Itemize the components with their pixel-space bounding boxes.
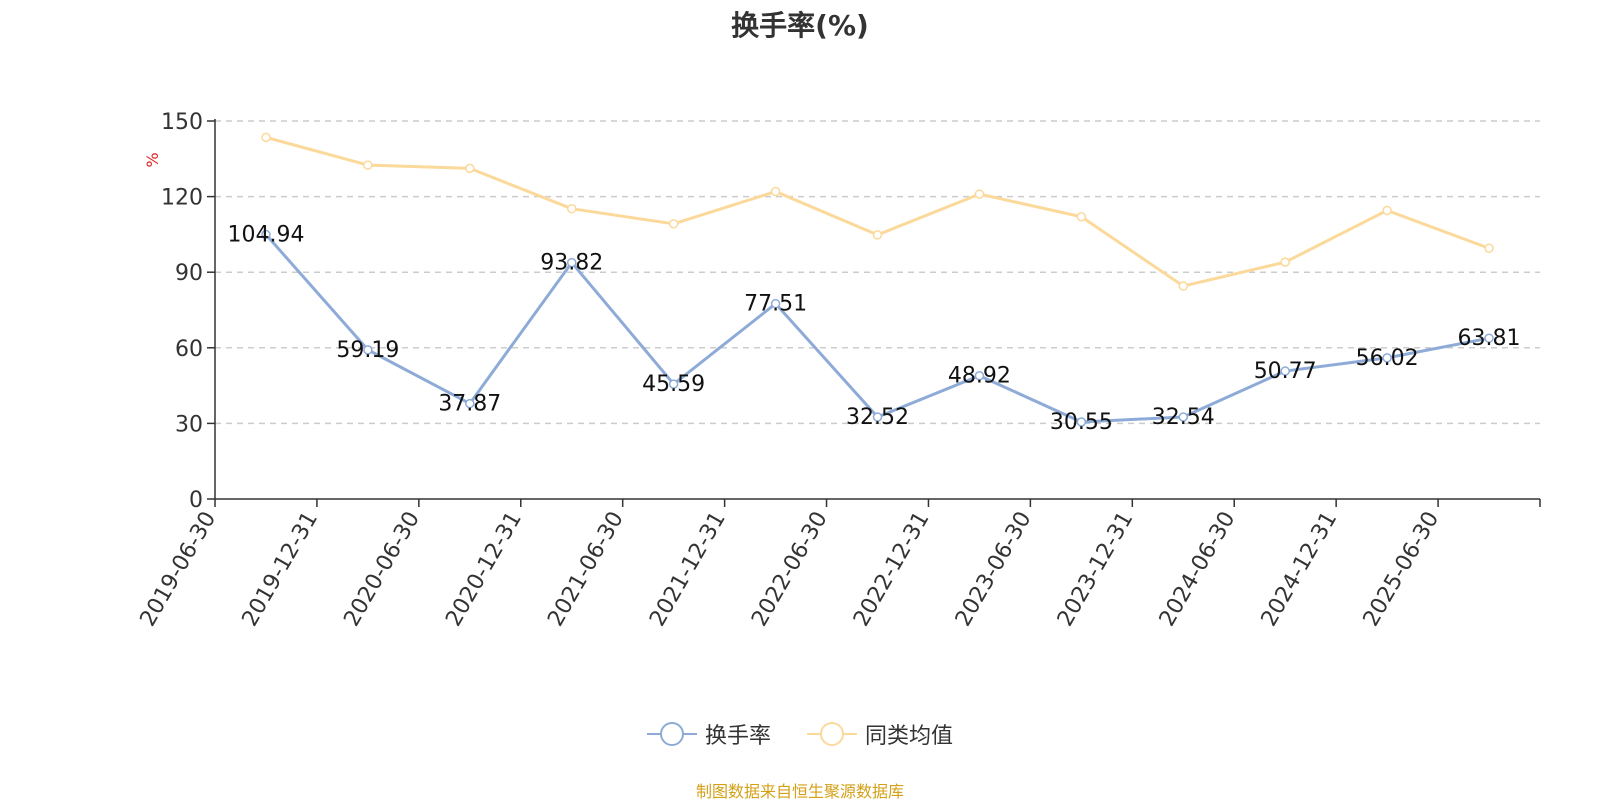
y-tick-label: 120: [161, 186, 203, 211]
data-label: 93.82: [540, 251, 603, 276]
data-point[interactable]: [1484, 243, 1494, 254]
data-point[interactable]: [363, 345, 373, 355]
x-tick-label: 2021-12-31: [645, 508, 731, 631]
y-tick-label: 60: [175, 337, 203, 362]
legend-item-turnover[interactable]: 换手率: [646, 718, 771, 750]
legend-label-turnover: 换手率: [704, 724, 771, 749]
x-tick-label: 2022-06-30: [747, 508, 833, 631]
data-point[interactable]: [465, 163, 475, 174]
chart-title: 换手率(%): [731, 9, 869, 42]
x-tick-label: 2021-06-30: [543, 508, 629, 631]
legend-label-peer-average: 同类均值: [865, 724, 954, 749]
x-tick-label: 2024-06-30: [1155, 508, 1241, 631]
data-point[interactable]: [1382, 205, 1392, 216]
data-label: 32.54: [1152, 405, 1215, 430]
legend-marker-turnover-icon: [646, 722, 697, 746]
data-label: 56.02: [1356, 346, 1419, 371]
legend-item-peer-average[interactable]: 同类均值: [807, 718, 953, 750]
data-point[interactable]: [872, 230, 883, 240]
data-point[interactable]: [1280, 366, 1290, 376]
x-tick-label: 2024-12-31: [1257, 508, 1343, 631]
data-label: 45.59: [642, 372, 705, 397]
x-tick-label: 2019-06-30: [136, 508, 222, 631]
legend: 换手率 同类均值: [0, 718, 1600, 750]
data-label: 63.81: [1458, 326, 1521, 351]
data-point[interactable]: [1280, 257, 1290, 267]
data-label: 37.87: [438, 392, 501, 417]
data-point[interactable]: [770, 186, 781, 197]
data-label: 32.52: [846, 405, 909, 430]
data-point[interactable]: [974, 189, 985, 199]
data-point[interactable]: [1178, 281, 1189, 291]
data-point[interactable]: [566, 257, 577, 268]
data-point[interactable]: [668, 379, 679, 389]
x-tick-label: 2023-06-30: [951, 508, 1037, 631]
y-tick-label: 90: [175, 261, 203, 286]
y-axis-label: %: [143, 152, 162, 167]
data-point[interactable]: [770, 298, 781, 309]
x-tick-label: 2023-12-31: [1053, 508, 1139, 631]
data-label: 50.77: [1254, 359, 1317, 384]
y-tick-label: 30: [175, 412, 203, 437]
data-labels: 104.94 59.19 37.87 93.82 45.59 77.51 32.52 48.9…: [227, 223, 1520, 435]
data-point[interactable]: [668, 219, 679, 229]
data-point[interactable]: [465, 398, 475, 409]
y-tick-label: 0: [189, 488, 203, 513]
data-point[interactable]: [363, 160, 373, 170]
data-point[interactable]: [1382, 353, 1392, 363]
data-label: 77.51: [744, 292, 807, 317]
x-tick-label: 2019-12-31: [238, 508, 324, 631]
data-point[interactable]: [974, 370, 985, 381]
series-line-1: [265, 135, 1490, 288]
data-point[interactable]: [1484, 333, 1494, 343]
data-point[interactable]: [1178, 412, 1189, 422]
data-point[interactable]: [261, 132, 271, 143]
x-tick-label: 2022-12-31: [849, 508, 935, 631]
legend-marker-peer-average-icon: [807, 722, 857, 746]
x-tick-label: 2020-06-30: [339, 508, 425, 631]
x-tick-label: 2020-12-31: [441, 508, 527, 631]
y-tick-label: 150: [161, 110, 203, 135]
data-point[interactable]: [1076, 417, 1087, 427]
data-point[interactable]: [566, 203, 577, 214]
data-point[interactable]: [872, 412, 883, 422]
data-label: 48.92: [948, 364, 1011, 389]
source-note: 制图数据来自恒生聚源数据库: [695, 782, 904, 801]
data-label: 59.19: [336, 338, 399, 363]
x-tick-label: 2025-06-30: [1359, 508, 1445, 631]
data-label: 30.55: [1050, 410, 1113, 435]
axes: 0 30 60 90 120 150 2019-06-30 2019-12-31 2020-06…: [136, 110, 1541, 631]
data-point[interactable]: [261, 229, 271, 240]
grid-lines: [215, 120, 1540, 425]
data-label: 104.94: [227, 223, 304, 248]
data-point[interactable]: [1076, 212, 1087, 222]
series-lines: [261, 132, 1494, 427]
